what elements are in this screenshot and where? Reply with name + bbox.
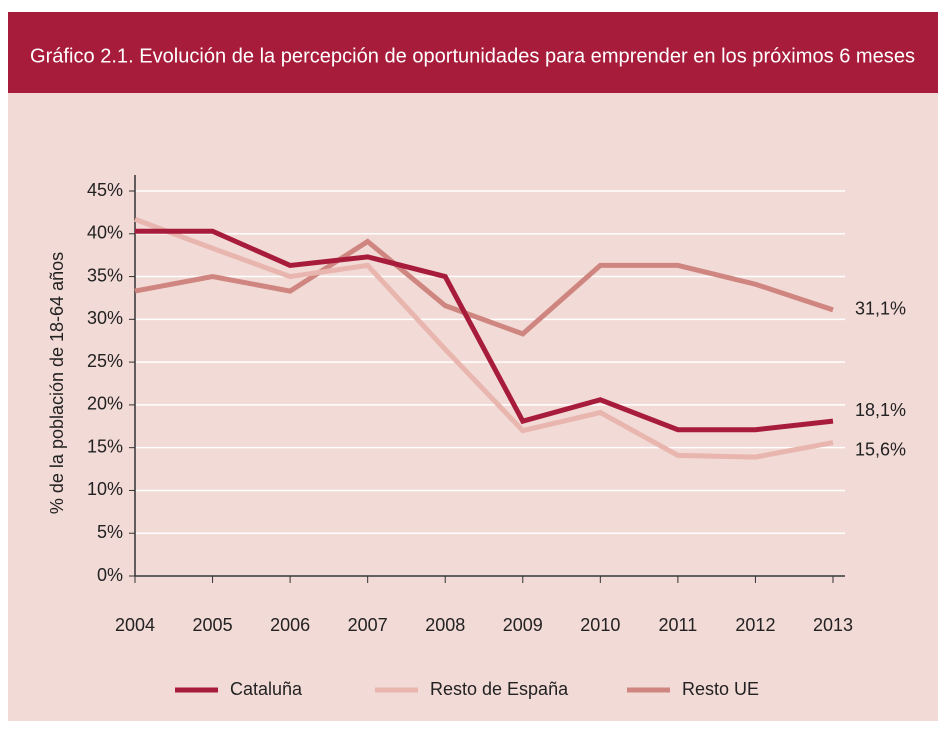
series-line	[134, 216, 834, 460]
value-label: 15,6%	[855, 439, 906, 459]
x-tick-label: 2006	[270, 615, 310, 635]
y-tick-label: 30%	[87, 308, 123, 328]
legend-label: Resto de España	[430, 679, 569, 699]
legend-label: Resto UE	[682, 679, 759, 699]
x-tick-label: 2007	[348, 615, 388, 635]
value-label: 18,1%	[855, 400, 906, 420]
x-tick-label: 2009	[503, 615, 543, 635]
y-tick-label: 25%	[87, 351, 123, 371]
x-tick-label: 2011	[659, 615, 698, 635]
y-tick-label: 15%	[87, 436, 123, 456]
y-tick-label: 35%	[87, 265, 123, 285]
x-tick-label: 2005	[193, 615, 233, 635]
y-tick-label: 10%	[87, 479, 123, 499]
series-line	[135, 228, 834, 433]
x-tick-label: 2010	[580, 615, 620, 635]
value-label: 31,1%	[855, 299, 906, 319]
title-band	[8, 12, 938, 93]
x-tick-label: 2008	[425, 615, 465, 635]
y-tick-label: 40%	[87, 223, 123, 243]
chart-background	[8, 93, 938, 721]
series-line	[134, 238, 834, 337]
y-tick-label: 45%	[87, 180, 123, 200]
y-tick-label: 20%	[87, 394, 123, 414]
x-tick-label: 2012	[735, 615, 775, 635]
y-tick-label: 5%	[97, 522, 123, 542]
x-tick-label: 2004	[115, 615, 155, 635]
x-tick-label: 2013	[813, 615, 853, 635]
legend-label: Cataluña	[230, 679, 303, 699]
y-axis-label: % de la población de 18-64 años	[47, 252, 67, 514]
y-tick-label: 0%	[97, 565, 123, 585]
chart-title: Gráfico 2.1. Evolución de la percepción …	[30, 45, 915, 67]
